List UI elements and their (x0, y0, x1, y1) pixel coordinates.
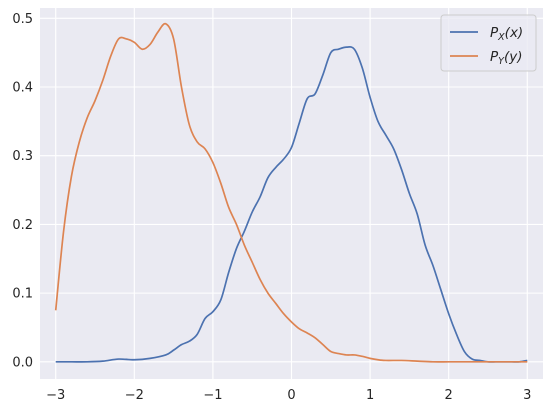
y-tick-label: 0.3 (12, 149, 33, 164)
legend-entry: PX(x) (450, 25, 523, 43)
y-tick-label: 0.5 (12, 12, 33, 27)
legend-entry: PY(y) (450, 49, 523, 67)
x-tick-label: 2 (445, 388, 453, 403)
x-tick-label: 0 (287, 388, 295, 403)
y-tick-label: 0.0 (12, 355, 33, 370)
series-line-1 (54, 22, 528, 363)
x-axis-ticks: −3 −2 −1 0 1 2 3 (46, 388, 531, 403)
y-tick-label: 0.1 (12, 287, 33, 302)
y-tick-label: 0.4 (12, 81, 33, 96)
y-tick-label: 0.2 (12, 218, 33, 233)
x-tick-label: −2 (125, 388, 144, 403)
legend: PX(x) PY(y) (440, 14, 537, 72)
series-line-0 (55, 46, 528, 363)
x-tick-label: 3 (523, 388, 531, 403)
y-axis-ticks: 0.0 0.1 0.2 0.3 0.4 0.5 (12, 12, 33, 371)
series-lines (54, 22, 528, 363)
legend-label: PX(x) (490, 25, 523, 43)
x-tick-label: 1 (366, 388, 374, 403)
legend-label: PY(y) (490, 49, 523, 67)
grid (40, 8, 543, 379)
x-tick-label: −3 (46, 388, 65, 403)
legend-box (440, 14, 537, 72)
x-tick-label: −1 (203, 388, 222, 403)
